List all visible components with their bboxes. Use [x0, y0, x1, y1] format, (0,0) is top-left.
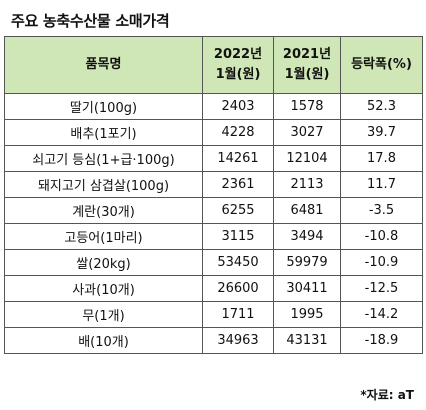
- source-note: *자료: aT: [360, 388, 414, 402]
- cell-change: 39.7: [340, 119, 423, 146]
- cell-change: -12.5: [340, 275, 423, 302]
- price-table: 품목명 2022년 1월(원) 2021년 1월(원) 등락폭(%) 딸기(10…: [4, 36, 423, 354]
- cell-item: 쌀(20kg): [4, 249, 203, 276]
- cell-change: -10.8: [340, 223, 423, 250]
- cell-2021: 30411: [273, 275, 341, 302]
- table-row: 계란(30개) 6255 6481 -3.5: [4, 197, 423, 224]
- cell-2022: 14261: [202, 145, 274, 172]
- header-change: 등락폭(%): [340, 36, 423, 94]
- cell-item: 배추(1포기): [4, 119, 203, 146]
- cell-2022: 3115: [202, 223, 274, 250]
- cell-2021: 43131: [273, 327, 341, 354]
- table-row: 사과(10개) 26600 30411 -12.5: [4, 275, 423, 302]
- header-2021-unit: 1월(원): [284, 67, 330, 82]
- header-2022-unit: 1월(원): [215, 67, 261, 82]
- cell-change: 52.3: [340, 93, 423, 120]
- cell-2022: 53450: [202, 249, 274, 276]
- cell-item: 배(10개): [4, 327, 203, 354]
- cell-2022: 2403: [202, 93, 274, 120]
- cell-2021: 1578: [273, 93, 341, 120]
- header-2021: 2021년 1월(원): [273, 36, 341, 94]
- header-2022: 2022년 1월(원): [202, 36, 274, 94]
- cell-2022: 1711: [202, 301, 274, 328]
- cell-2021: 12104: [273, 145, 341, 172]
- cell-item: 고등어(1마리): [4, 223, 203, 250]
- cell-2021: 1995: [273, 301, 341, 328]
- table-row: 돼지고기 삼겹살(100g) 2361 2113 11.7: [4, 171, 423, 198]
- header-row: 품목명 2022년 1월(원) 2021년 1월(원) 등락폭(%): [4, 36, 423, 94]
- cell-2021: 2113: [273, 171, 341, 198]
- cell-2022: 26600: [202, 275, 274, 302]
- table-row: 딸기(100g) 2403 1578 52.3: [4, 93, 423, 120]
- cell-2022: 34963: [202, 327, 274, 354]
- cell-change: -18.9: [340, 327, 423, 354]
- cell-item: 쇠고기 등심(1+급·100g): [4, 145, 203, 172]
- table-row: 배(10개) 34963 43131 -18.9: [4, 327, 423, 354]
- cell-2021: 59979: [273, 249, 341, 276]
- header-2021-year: 2021년: [282, 47, 332, 62]
- cell-change: -14.2: [340, 301, 423, 328]
- cell-item: 사과(10개): [4, 275, 203, 302]
- cell-item: 딸기(100g): [4, 93, 203, 120]
- cell-2021: 3027: [273, 119, 341, 146]
- table-row: 무(1개) 1711 1995 -14.2: [4, 301, 423, 328]
- cell-2022: 4228: [202, 119, 274, 146]
- cell-2022: 2361: [202, 171, 274, 198]
- cell-item: 돼지고기 삼겹살(100g): [4, 171, 203, 198]
- table-row: 쇠고기 등심(1+급·100g) 14261 12104 17.8: [4, 145, 423, 172]
- header-2022-year: 2022년: [213, 47, 263, 62]
- cell-change: 17.8: [340, 145, 423, 172]
- cell-change: -10.9: [340, 249, 423, 276]
- cell-change: 11.7: [340, 171, 423, 198]
- cell-2022: 6255: [202, 197, 274, 224]
- page-title: 주요 농축수산물 소매가격: [11, 12, 170, 30]
- table-row: 고등어(1마리) 3115 3494 -10.8: [4, 223, 423, 250]
- table-row: 쌀(20kg) 53450 59979 -10.9: [4, 249, 423, 276]
- cell-2021: 3494: [273, 223, 341, 250]
- cell-change: -3.5: [340, 197, 423, 224]
- table-row: 배추(1포기) 4228 3027 39.7: [4, 119, 423, 146]
- cell-2021: 6481: [273, 197, 341, 224]
- cell-item: 계란(30개): [4, 197, 203, 224]
- cell-item: 무(1개): [4, 301, 203, 328]
- header-item: 품목명: [4, 36, 203, 94]
